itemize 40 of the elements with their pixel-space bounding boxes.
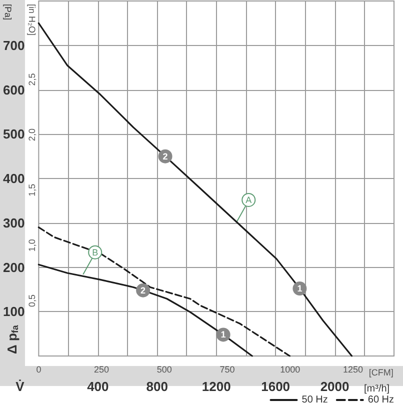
x-tick-label: 400 <box>87 379 109 394</box>
y-tick-label: 500 <box>2 126 25 142</box>
y-tick-label: 600 <box>2 82 25 98</box>
y2-tick-label: 2,0 <box>27 128 38 142</box>
x2-axis-title: [CFM] <box>368 368 394 378</box>
x-tick-label: 1600 <box>261 379 290 394</box>
annotation: 2 <box>140 285 146 296</box>
legend-label: 60 Hz <box>368 394 394 406</box>
x2-tick-label: 1250 <box>342 364 364 374</box>
x-tick-label: 2000 <box>320 379 350 394</box>
y-tick-label: 400 <box>2 171 25 186</box>
y-tick-label: 200 <box>2 260 25 275</box>
x-tick-label: 1200 <box>202 379 231 394</box>
annotation: B <box>92 247 98 258</box>
y-tick-label: 300 <box>2 215 25 230</box>
text: V̇ <box>16 379 25 394</box>
y-tick-label: 700 <box>2 38 25 53</box>
x-tick-label: 800 <box>146 379 168 394</box>
legend-label: 50 Hz <box>302 394 328 406</box>
x-axis-title: [m³/h] <box>364 384 390 394</box>
line-series <box>38 264 253 357</box>
x2-tick-label: 1000 <box>280 364 300 374</box>
y-axis-title: [Pa] <box>3 4 13 20</box>
line-series <box>38 226 291 357</box>
text: Δ pfa <box>4 324 20 354</box>
annotation: 1 <box>220 330 226 340</box>
annotation: 1 <box>297 284 302 294</box>
x2-tick-label: 500 <box>156 364 172 374</box>
line-series <box>38 22 353 357</box>
y2-tick-label: 0,5 <box>27 294 38 307</box>
y2-axis-title: [in H₂O] <box>27 4 37 36</box>
y2-tick-label: 2,5 <box>27 73 38 86</box>
x2-tick-label: 0 <box>36 364 42 374</box>
y2-tick-label: 1,5 <box>27 184 38 196</box>
annotation: A <box>246 194 252 205</box>
y2-tick-label: 1,0 <box>27 239 38 252</box>
y-tick-label: 100 <box>2 304 25 320</box>
x2-tick-label: 750 <box>220 364 235 374</box>
annotation: 2 <box>162 151 168 162</box>
x2-tick-label: 250 <box>94 364 110 374</box>
